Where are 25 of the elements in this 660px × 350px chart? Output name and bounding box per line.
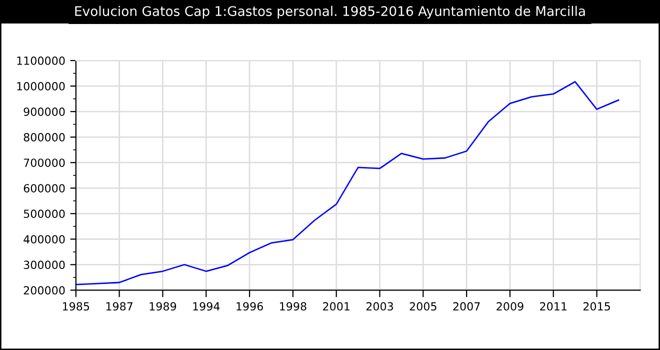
x-tick-label: 1996: [236, 302, 263, 311]
y-tick-label: 500000: [24, 210, 65, 218]
x-tick-label: 2015: [583, 302, 610, 311]
line-series: [76, 81, 620, 286]
y-tick-label: 900000: [24, 108, 65, 116]
x-tick-label: 2003: [366, 302, 393, 311]
y-tick-label: 1000000: [17, 82, 65, 90]
y-tick-label: 700000: [24, 158, 65, 167]
x-tick-label: 2007: [453, 302, 480, 311]
y-tick-label: 300000: [24, 260, 65, 270]
x-tick-label: 1989: [150, 302, 176, 311]
x-tick-label: 2011: [540, 302, 566, 311]
x-tick-label: 1987: [106, 302, 132, 311]
x-tick-label: 2005: [410, 302, 436, 311]
chart-title: Evolucion Gatos Cap 1:Gastos personal. 1985-2016 Ayuntamiento de Marcilla: [75, 6, 585, 19]
x-tick-label: 1994: [193, 302, 220, 311]
x-tick-label: 2001: [323, 302, 350, 311]
x-tick-label: 1985: [62, 302, 90, 311]
y-tick-label: 1100000: [17, 56, 65, 65]
x-tick-label: 2009: [496, 302, 524, 311]
y-tick-label: 600000: [24, 184, 65, 192]
y-tick-label: 200000: [24, 286, 65, 295]
y-tick-label: 400000: [24, 235, 65, 244]
x-tick-label: 1998: [280, 302, 306, 311]
y-tick-label: 800000: [24, 133, 65, 142]
